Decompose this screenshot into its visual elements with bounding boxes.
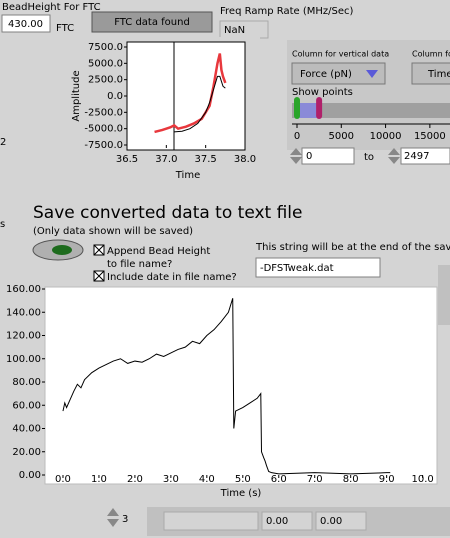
spinner[interactable] [107, 508, 119, 527]
label: s [0, 219, 5, 230]
check-mark [93, 244, 105, 256]
section-title: Save converted data to text file [33, 203, 303, 223]
slider-tick-label: 0 [294, 131, 300, 142]
y-tick-label: 0.00 [19, 470, 41, 481]
led [52, 245, 72, 255]
scrollbar[interactable] [438, 265, 450, 325]
y-tick-label: 0.0 [107, 91, 123, 102]
label: Freq Ramp Rate (MHz/Sec) [220, 6, 353, 17]
y-tick-label: 60.00 [12, 400, 41, 411]
y-tick-label: 120.00 [6, 331, 41, 342]
numeric-value: 430.00 [8, 19, 43, 30]
ring-value: Force (pN) [300, 69, 352, 80]
checkbox-label: Include date in file name? [107, 272, 237, 283]
numeric-value: 0 [306, 151, 312, 162]
x-tick-label: 0.0 [55, 474, 71, 485]
y-tick-label: 160.00 [6, 284, 41, 295]
label: Column for [412, 50, 450, 59]
numeric-value: 3 [122, 514, 128, 525]
x-tick-label: 8.0 [343, 474, 359, 485]
y-tick-label: 80.00 [12, 377, 41, 388]
numeric-box[interactable] [301, 147, 355, 165]
cursor-x: 0.00 [266, 516, 288, 527]
cursor-y: 0.00 [320, 516, 342, 527]
y-tick-label: -5000.0 [84, 124, 123, 135]
dropdown-arrow[interactable] [366, 70, 378, 78]
y-tick-label: 7500.0 [88, 42, 123, 53]
label: to [364, 152, 374, 163]
x-axis-label: Time [175, 170, 200, 181]
check-mark [93, 270, 105, 282]
series-line [62, 298, 391, 475]
spinner[interactable] [290, 148, 302, 164]
x-tick-label: 6.0 [271, 474, 287, 485]
x-tick-label: 38.0 [234, 154, 256, 165]
ring-value: Time [427, 69, 450, 80]
x-tick-label: 7.0 [307, 474, 323, 485]
x-tick-label: 2.0 [127, 474, 143, 485]
numeric-value: NaN [224, 25, 245, 36]
label: FTC [56, 23, 74, 34]
x-tick-label: 9.0 [379, 474, 395, 485]
ring-control[interactable] [291, 62, 386, 85]
numeric-box[interactable] [1, 14, 51, 33]
label: 2 [0, 137, 6, 148]
y-tick-label: 140.00 [6, 307, 41, 318]
indicator-text: FTC data found [114, 17, 190, 28]
y-tick-label: 20.00 [12, 447, 41, 458]
y-tick-label: 2500.0 [88, 75, 123, 86]
x-tick-label: 37.5 [195, 154, 217, 165]
string-box[interactable] [255, 257, 381, 278]
numeric-value: 2497 [404, 151, 429, 162]
note: (Only data shown will be saved) [33, 226, 193, 237]
ring-control[interactable] [411, 62, 450, 85]
x-tick-label: 4.0 [199, 474, 215, 485]
slider-thumb[interactable] [316, 97, 323, 119]
cursor-name-box [163, 511, 259, 531]
cursor-x-box [261, 511, 313, 531]
y-tick-label: -2500.0 [84, 107, 123, 118]
numeric-box[interactable] [400, 147, 450, 165]
y-tick-label: -7500.0 [84, 140, 123, 151]
y-axis-label: Amplitude [71, 70, 82, 121]
indicator [91, 11, 213, 33]
slider-thumb[interactable] [294, 97, 300, 119]
label: BeadHeight For FTC [2, 2, 101, 13]
settings-panel [287, 40, 450, 150]
slider-track[interactable] [292, 103, 450, 118]
slider-fill [297, 103, 320, 118]
cursor-y-box [315, 511, 367, 531]
x-tick-label: 1.0 [91, 474, 107, 485]
x-tick-label: 5.0 [235, 474, 251, 485]
label: Column for vertical data [292, 50, 389, 59]
slider-tick-label: 15000 [414, 131, 446, 142]
string-value: -DFSTweak.dat [260, 263, 334, 274]
slider-tick-label: 5000 [329, 131, 354, 142]
series-line [174, 75, 226, 133]
small-plot-area [126, 41, 246, 151]
x-axis-label: Time (s) [220, 488, 262, 499]
checkbox-label: to file name? [107, 259, 172, 270]
label: This string will be at the end of the sa… [255, 242, 450, 253]
main-plot-area [44, 286, 438, 485]
slider-tick-label: 10000 [370, 131, 402, 142]
y-tick-label: 100.00 [6, 354, 41, 365]
y-tick-label: 40.00 [12, 424, 41, 435]
x-tick-label: 10.0 [411, 474, 433, 485]
checkbox-label: Append Bead Height [107, 246, 210, 257]
label: Show points [292, 87, 353, 98]
y-tick-label: 5000.0 [88, 58, 123, 69]
x-tick-label: 37.0 [155, 154, 177, 165]
spinner[interactable] [388, 148, 400, 164]
series-line [154, 53, 227, 134]
x-tick-label: 3.0 [163, 474, 179, 485]
x-tick-label: 36.5 [116, 154, 138, 165]
